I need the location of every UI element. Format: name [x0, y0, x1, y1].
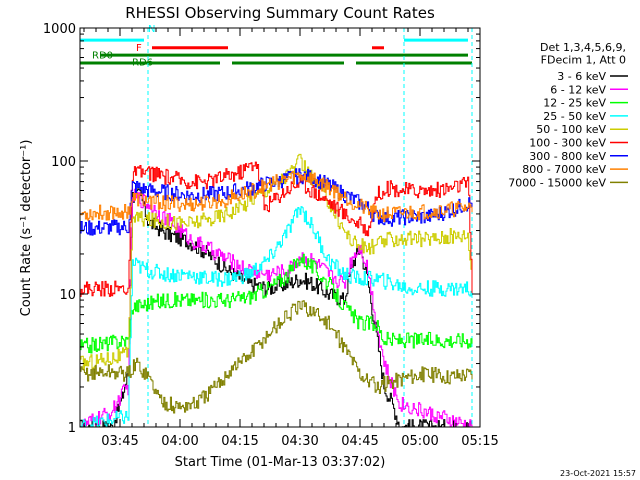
legend-label-5: 100 - 300 keV: [529, 137, 606, 150]
x-tick-label-1: 04:00: [161, 434, 198, 449]
y-tick-label-3: 1000: [43, 22, 76, 37]
status-flag-bars: NF RD0 RD6: [80, 24, 472, 68]
legend-label-7: 800 - 7000 keV: [522, 163, 606, 176]
plot-frame: [79, 27, 481, 428]
legend-label-4: 50 - 100 keV: [536, 123, 606, 136]
flag-label-0: N: [148, 24, 155, 35]
flag-label-3: RD6: [132, 57, 153, 68]
legend-header-1: FDecim 1, Att 0: [541, 54, 626, 67]
series-line-8: [80, 300, 473, 414]
y-tick-label-0: 1: [68, 421, 76, 436]
flag-label-1: F: [136, 43, 142, 54]
chart-title: RHESSI Observing Summary Count Rates: [125, 4, 435, 22]
series-line-2: [80, 253, 473, 354]
legend-label-3: 25 - 50 keV: [543, 110, 606, 123]
x-axis-ticks: 03:45 04:00 04:15 04:30 04:45 05:00 05:15: [83, 28, 499, 449]
y-tick-label-2: 100: [51, 155, 76, 170]
legend-label-6: 300 - 800 keV: [529, 150, 606, 163]
x-axis-label: Start Time (01-Mar-13 03:37:02): [175, 455, 386, 470]
x-tick-label-4: 04:45: [341, 434, 378, 449]
x-tick-label-5: 05:00: [401, 434, 438, 449]
series-lines: [80, 153, 473, 428]
y-axis-ticks: 1 10 100 1000: [43, 22, 480, 436]
series-line-3: [80, 206, 473, 428]
legend: Det 1,3,4,5,6,9,FDecim 1, Att 0 3 - 6 keV…: [508, 41, 628, 189]
series-line-5: [80, 161, 473, 297]
legend-label-2: 12 - 25 keV: [543, 97, 606, 110]
x-tick-label-6: 05:15: [461, 434, 498, 449]
x-tick-label-2: 04:15: [221, 434, 258, 449]
y-tick-label-1: 10: [59, 288, 76, 303]
state-change-markers: [147, 28, 473, 427]
x-tick-label-0: 03:45: [101, 434, 138, 449]
legend-label-1: 6 - 12 keV: [550, 83, 606, 96]
series-line-7: [80, 170, 473, 222]
x-tick-label-3: 04:30: [281, 434, 318, 449]
legend-header-0: Det 1,3,4,5,6,9,: [540, 41, 626, 54]
legend-label-8: 7000 - 15000 keV: [508, 176, 606, 189]
flag-label-2: RD0: [92, 51, 113, 62]
y-axis-label: Count Rate (s⁻¹ detector⁻¹): [19, 140, 34, 317]
footer-timestamp: 23-Oct-2021 15:57: [560, 469, 636, 478]
series-line-1: [80, 188, 473, 428]
legend-label-0: 3 - 6 keV: [557, 70, 606, 83]
